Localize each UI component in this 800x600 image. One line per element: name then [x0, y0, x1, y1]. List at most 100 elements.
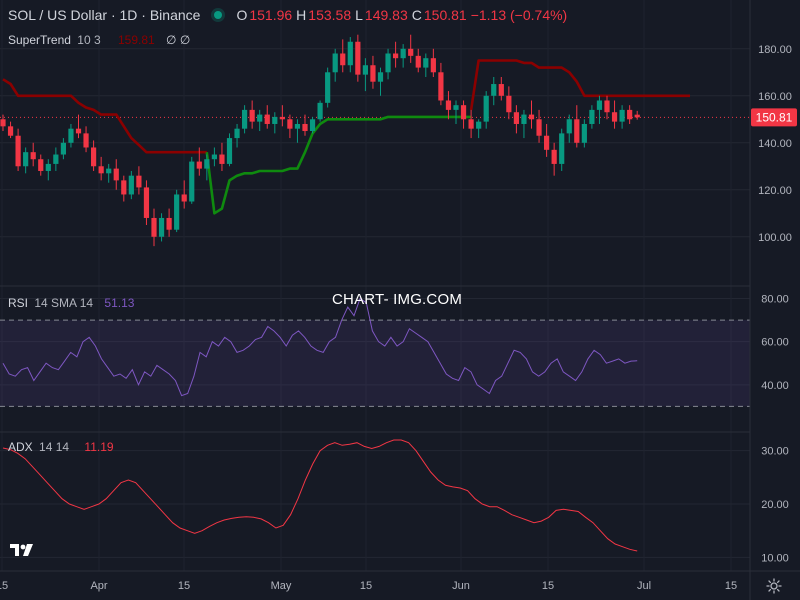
price-tick-label: 180.00	[758, 44, 792, 56]
time-tick-label: Jun	[452, 580, 470, 592]
rsi-params: 14 SMA 14	[34, 296, 94, 310]
candle-body	[75, 128, 82, 134]
rsi-tick-label: 60.00	[761, 337, 789, 349]
candle-body	[340, 53, 346, 66]
last-price-tag: 150.81	[751, 108, 797, 127]
adx-tick-label: 20.00	[761, 499, 789, 511]
low-label: L	[355, 7, 363, 23]
candle-body	[362, 65, 368, 75]
candle-body	[332, 53, 338, 73]
candle-body	[38, 159, 44, 171]
supertrend-label: SuperTrend	[8, 33, 71, 47]
candle-body	[634, 114, 640, 118]
price-tick-label: 160.00	[758, 91, 792, 103]
candle-body	[566, 119, 572, 134]
time-tick-label: 15	[178, 580, 190, 592]
candle-body	[143, 187, 150, 218]
supertrend-legend[interactable]: SuperTrend 10 3 159.81 ∅ ∅	[8, 33, 190, 47]
candle-body	[536, 119, 542, 136]
supertrend-down-line	[2, 78, 207, 154]
candle-body	[249, 109, 255, 122]
candle-body	[370, 65, 376, 82]
time-tick-label: 15	[725, 580, 737, 592]
rsi-tick-label: 80.00	[761, 293, 789, 305]
candle-body	[544, 135, 550, 150]
candle-body	[45, 163, 51, 171]
candle-body	[521, 114, 527, 124]
candle-body	[211, 154, 217, 160]
high-value: 153.58	[308, 7, 352, 23]
open-label: O	[236, 7, 248, 23]
supertrend-params: 10 3	[77, 33, 101, 47]
candle-body	[445, 100, 452, 110]
candle-body	[498, 84, 504, 96]
candle-body	[385, 53, 391, 73]
candle-body	[257, 114, 263, 122]
time-tick-label: Apr	[90, 580, 107, 592]
high-label: H	[296, 7, 307, 23]
candle-body	[106, 168, 112, 174]
settings-gear-icon[interactable]	[766, 578, 782, 594]
price-tick-label: 100.00	[758, 232, 792, 244]
candle-body	[30, 152, 36, 160]
adx-tick-label: 30.00	[761, 446, 789, 458]
supertrend-value: 159.81	[117, 33, 155, 47]
candle-body	[98, 166, 104, 174]
candle-body	[611, 112, 618, 122]
candle-body	[460, 105, 467, 120]
candle-body	[559, 133, 565, 164]
rsi-band	[0, 320, 750, 407]
candle-body	[483, 95, 489, 122]
rsi-legend[interactable]: RSI 14 SMA 14 51.13	[8, 296, 134, 310]
price-tick-label: 140.00	[758, 138, 792, 150]
candle-body	[619, 109, 625, 122]
tradingview-logo-icon[interactable]	[9, 540, 39, 560]
candle-body	[226, 138, 233, 164]
adx-legend[interactable]: ADX 14 14 11.19	[8, 440, 114, 454]
candle-body	[551, 149, 557, 164]
candle-body	[453, 105, 459, 110]
last-price-tag-text: 150.81	[756, 110, 793, 124]
candle-body	[264, 114, 270, 124]
candle-body	[302, 123, 308, 132]
candle-body	[242, 109, 248, 129]
candle-body	[309, 119, 316, 132]
candle-body	[68, 128, 74, 143]
open-value: 151.96	[249, 7, 293, 23]
adx-params: 14 14	[39, 440, 70, 454]
symbol-title[interactable]: SOL / US Dollar · 1D · Binance	[8, 7, 201, 23]
time-tick-label: 15	[360, 580, 372, 592]
candle-body	[53, 154, 59, 164]
low-value: 149.83	[364, 7, 408, 23]
candle-body	[158, 217, 165, 237]
candle-body	[528, 114, 535, 120]
candle-body	[393, 53, 399, 59]
rsi-label: RSI	[8, 296, 29, 310]
price-tick-label: 120.00	[758, 185, 792, 197]
candle-body	[91, 147, 97, 167]
close-value: 150.81	[423, 7, 467, 23]
supertrend-down-line	[469, 59, 690, 111]
candlestick-series	[0, 34, 640, 247]
time-tick-label: Jul	[637, 580, 651, 592]
candle-body	[0, 119, 6, 127]
supertrend-lines	[2, 59, 690, 215]
candle-body	[234, 128, 240, 139]
candle-body	[279, 116, 285, 120]
candle-body	[128, 175, 134, 195]
candle-body	[174, 194, 180, 230]
candle-body	[506, 95, 512, 113]
candle-body	[423, 58, 429, 68]
candle-body	[430, 58, 436, 73]
candle-body	[355, 41, 361, 75]
time-tick-label: May	[271, 580, 292, 592]
adx-line	[2, 439, 638, 552]
candle-body	[166, 217, 172, 230]
candle-body	[574, 119, 580, 143]
candle-body	[476, 121, 482, 129]
market-status-icon	[214, 11, 223, 19]
time-axis-ticks: 15 Apr 15 May 15 Jun 15 Jul 15	[0, 580, 737, 592]
candle-body	[189, 161, 195, 202]
candle-body	[204, 159, 210, 169]
